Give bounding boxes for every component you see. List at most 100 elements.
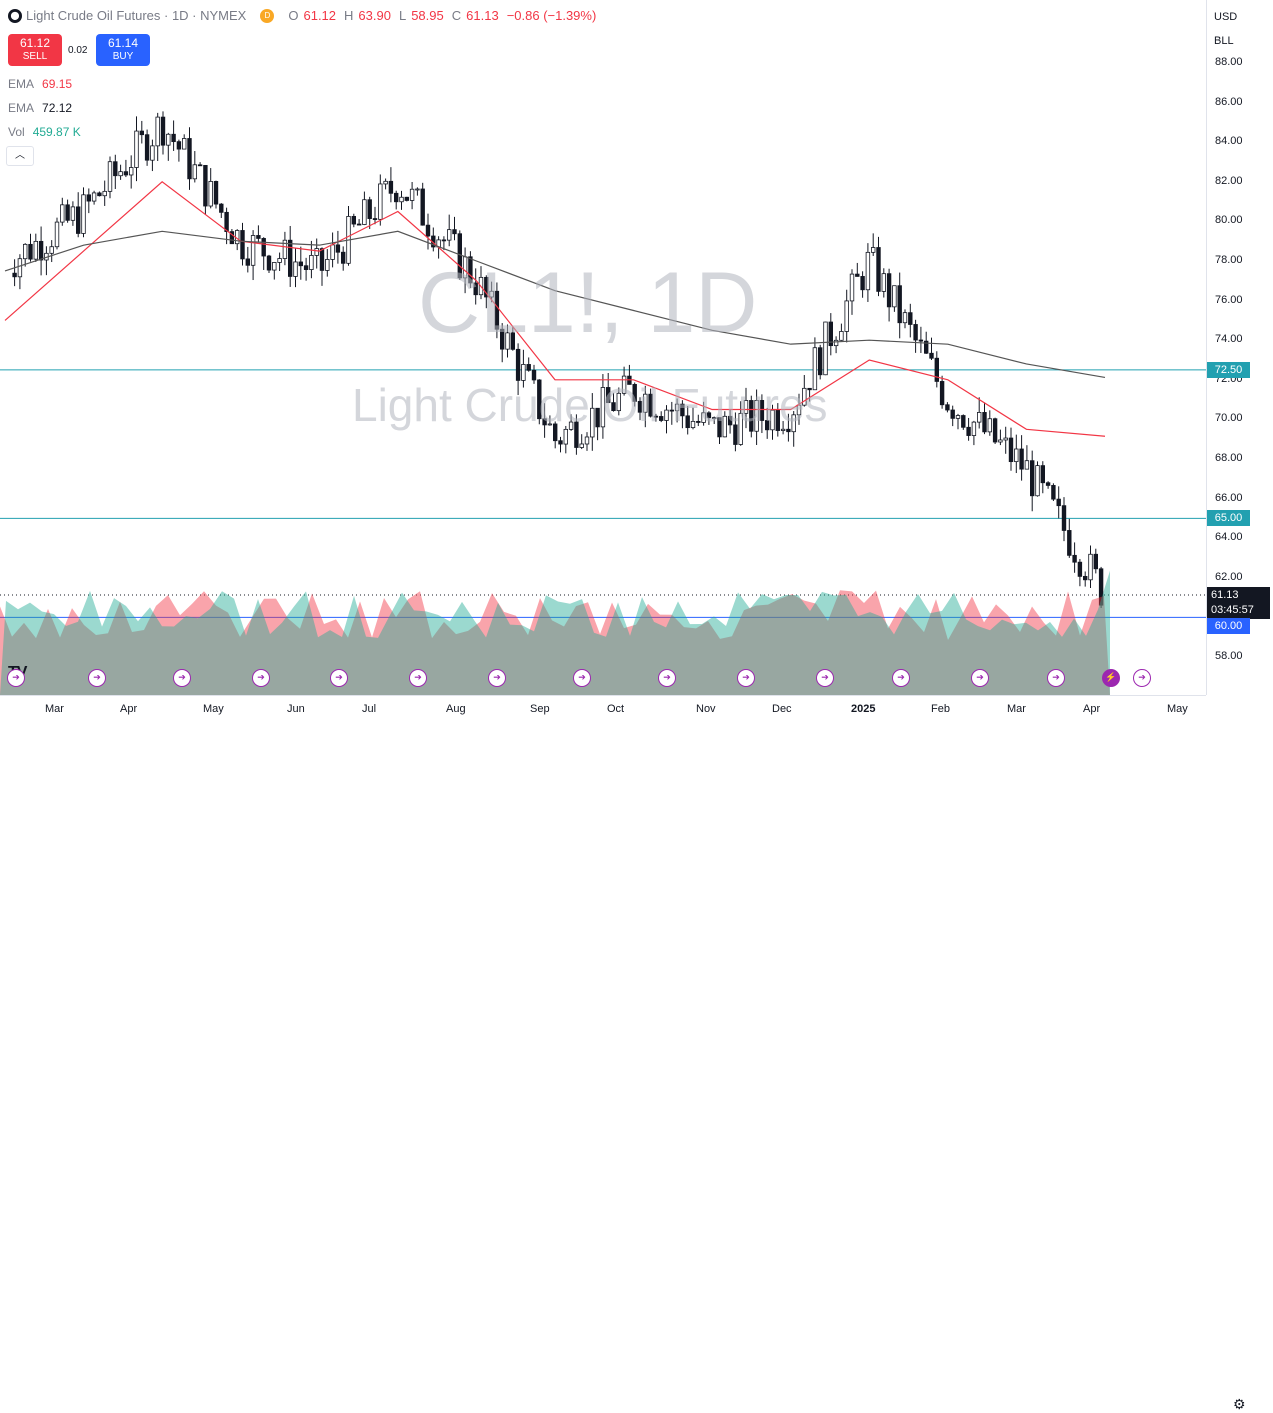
candle-up [849,273,855,302]
candle-up [871,247,876,253]
month-label: Oct [607,703,625,715]
candle-up [839,331,844,341]
candle-down [123,171,129,176]
candle-down [659,416,664,421]
high-value: 63.90 [358,8,391,23]
contract-roll-icon[interactable]: ➔ [488,669,506,687]
candle-up [844,300,849,332]
price-tick-label: 82.00 [1215,174,1243,187]
unit-selector[interactable]: BLL [1210,31,1272,51]
currency-selector[interactable]: USD [1210,7,1272,27]
candle-down [203,164,208,207]
indicator-volume[interactable]: Vol 459.87 K [8,125,81,139]
time-axis[interactable]: Mar Apr May Jun Jul Aug Sep Oct Nov Dec 2025 Feb Mar… [0,695,1246,1412]
indicator-name: Vol [8,125,25,139]
candle-down [484,276,489,298]
buy-button[interactable]: 61.14 BUY [96,34,150,66]
candle-up [547,423,553,426]
indicator-ema-fast[interactable]: EMA 69.15 [8,77,72,91]
symbol-legend[interactable]: ⬤ Light Crude Oil Futures · 1D · NYMEX D… [8,8,600,23]
chart-pane[interactable]: CL1!, 1D Light Crude Oil Futures ⬤ Light… [0,0,1206,695]
price-tick-label: 88.00 [1215,56,1243,68]
contract-roll-icon[interactable]: ➔ [252,669,270,687]
price-chart-svg[interactable] [0,0,1206,695]
candle-up [674,403,680,412]
candle-up [489,290,494,298]
candle-down [717,417,722,438]
candle-down [886,273,892,308]
contract-roll-icon[interactable]: ➔ [573,669,591,687]
low-value: 58.95 [411,8,444,23]
contract-roll-icon[interactable]: ➔ [88,669,106,687]
candle-up [330,244,335,260]
candle-up [33,240,38,260]
sell-button[interactable]: 61.12 SELL [8,34,62,66]
contract-roll-icon[interactable]: ➔ [1047,669,1065,687]
price-tick-label: 62.00 [1215,570,1243,583]
contract-roll-icon[interactable]: ➔ [658,669,676,687]
price-axis[interactable]: USD BLL 88.00 86.00 84.00 82.00 80.00 78.00 76… [1206,0,1273,695]
candle-up [590,407,595,438]
candle-down [775,409,780,431]
candle-up [621,375,627,394]
collapse-indicators-button[interactable]: ︿ [6,146,34,166]
candle-up [823,321,828,376]
contract-roll-icon[interactable]: ➔ [173,669,191,687]
candle-down [934,357,939,382]
candle-up [272,262,277,271]
contract-roll-icon[interactable]: ➔ [737,669,755,687]
candle-down [611,402,616,412]
month-label: Sep [530,703,550,715]
close-value: 61.13 [466,8,499,23]
candle-down [176,141,182,150]
candle-down [982,412,987,433]
indicator-name: EMA [8,101,35,115]
candle-down [966,426,971,436]
indicator-ema-slow[interactable]: EMA 72.12 [8,101,72,115]
delayed-data-badge[interactable]: D [260,8,275,23]
candle-down [855,273,860,277]
candle-down [1072,554,1077,563]
candle-down [510,332,515,350]
candle-down [542,418,547,426]
candle-up [892,285,897,308]
low-label: L [398,8,407,23]
contract-roll-icon[interactable]: ➔ [971,669,989,687]
sell-label: SELL [22,51,48,62]
candle-down [219,203,224,213]
month-label: Dec [772,703,792,715]
candle-up [309,255,314,270]
candle-up [998,439,1003,443]
candle-down [924,340,929,354]
spread-value: 0.02 [68,45,88,56]
chart-settings-icon[interactable]: ⚙ [1233,1396,1246,1412]
candle-down [420,188,425,226]
contract-roll-icon[interactable]: ➔ [330,669,348,687]
candle-down [1008,437,1014,463]
month-label: Feb [931,703,950,715]
ema-slow-line [4,230,1106,379]
contract-roll-icon[interactable]: ➔ [1133,669,1151,687]
candle-down [351,216,356,225]
last-price-label: 61.13 03:45:57 [1207,587,1270,619]
candle-down [558,440,563,445]
contract-roll-icon[interactable]: ➔ [7,669,25,687]
candle-up [250,235,256,266]
symbol-title[interactable]: Light Crude Oil Futures · 1D · NYMEX [26,8,247,23]
contract-roll-icon[interactable]: ➔ [816,669,834,687]
contract-roll-icon[interactable]: ➔ [409,669,427,687]
candle-up [881,273,886,292]
candle-down [213,181,219,205]
candle-up [378,183,383,220]
candle-down [1061,505,1067,531]
candle-down [38,240,44,261]
candle-up [1003,437,1008,441]
earnings-event-icon[interactable]: ⚡ [1102,669,1120,687]
candle-down [473,282,478,296]
candle-up [563,428,568,445]
candle-up [1024,460,1030,470]
candle-up [722,415,727,438]
contract-roll-icon[interactable]: ➔ [892,669,910,687]
price-tick-label: 66.00 [1215,491,1243,504]
indicator-value: 459.87 K [32,125,81,139]
